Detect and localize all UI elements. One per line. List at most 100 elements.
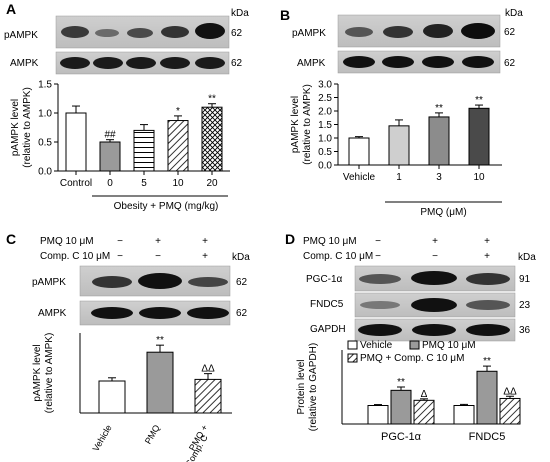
significance-label: ** [475, 95, 483, 106]
significance-label: ** [156, 335, 164, 346]
bar [390, 389, 412, 425]
x-tick-label: Vehicle [91, 423, 114, 453]
bar [413, 399, 435, 425]
x-tick-label: Control [60, 178, 92, 189]
y-tick-label: 2.0 [318, 107, 332, 118]
treatment-d-row1-mark3: + [484, 236, 490, 247]
band [92, 276, 132, 288]
significance-label: * [176, 106, 180, 117]
blot-b: kDa pAMPK 62 AMPK 62 [292, 8, 523, 74]
bar [367, 405, 389, 425]
x-group-label: PMQ (μM) [420, 207, 466, 218]
legend-label: Vehicle [360, 340, 393, 351]
significance-label: ** [208, 94, 216, 105]
significance-label: ** [483, 356, 491, 367]
band [466, 300, 510, 310]
treatment-c-row1-mark2: + [155, 236, 161, 247]
panel-letter-b: B [280, 7, 290, 23]
x-tick-label: Vehicle [343, 172, 376, 183]
blot-c-kda-label: kDa [232, 252, 250, 263]
band [462, 56, 494, 68]
blot-c-kda-ampk: 62 [236, 308, 248, 319]
treatment-table-c: PMQ 10 μM − + + Comp. C 10 μM − − + [40, 236, 208, 262]
x-tick-label: FNDC5 [469, 431, 506, 443]
significance-label: ** [435, 103, 443, 114]
panel-letter-d: D [285, 231, 295, 247]
bar [499, 397, 521, 425]
band [345, 27, 373, 37]
band [358, 324, 402, 336]
blot-a-kda-pampk: 62 [231, 28, 243, 39]
band [61, 26, 89, 38]
band [383, 26, 413, 38]
treatment-d-row2-mark1: − [375, 251, 381, 262]
x-tick-label: 20 [206, 178, 218, 189]
bar [133, 129, 155, 172]
bar [468, 107, 490, 166]
y-axis-label: (relative to GAPDH) [308, 343, 319, 431]
blot-d-kda-label: kDa [518, 252, 536, 263]
chart-d: Protein level (relative to GAPDH) ** Δ PGC-1… [296, 340, 521, 443]
blot-d-kda-fndc5: 23 [519, 300, 531, 311]
band [93, 57, 123, 69]
panel-letter-c: C [6, 231, 16, 247]
blot-b-kda-pampk: 62 [504, 27, 516, 38]
band [95, 29, 119, 37]
blot-c-kda-pampk: 62 [236, 277, 248, 288]
chart-c: pAMPK level (relative to AMPK) Vehicle ** PM… [32, 333, 232, 462]
bar [194, 378, 222, 414]
blot-d-kda-gapdh: 36 [519, 325, 531, 336]
chart-a: pAMPK level (relative to AMPK) 0.0 0.5 1.0 1.… [10, 80, 230, 212]
band [195, 23, 225, 39]
band [359, 274, 401, 284]
band [195, 57, 225, 69]
bar [348, 137, 370, 166]
y-tick-label: 0.5 [318, 147, 332, 158]
blot-a-kda-ampk: 62 [231, 58, 243, 69]
band [360, 301, 400, 309]
band [466, 324, 510, 336]
x-tick-label: 0 [107, 178, 113, 189]
bar [98, 380, 126, 414]
blot-d-kda-pgc1a: 91 [519, 274, 531, 285]
blot-c-label-pampk: pAMPK [32, 277, 66, 288]
y-tick-label: 1.5 [38, 80, 52, 91]
treatment-c-row2-mark3: + [202, 251, 208, 262]
y-axis-label: pAMPK level [32, 344, 43, 401]
band [461, 23, 495, 39]
x-tick-label: PMQ [143, 423, 162, 446]
band [126, 57, 156, 69]
y-tick-label: 1.5 [318, 120, 332, 131]
legend-swatch [347, 340, 358, 350]
significance-label: ΔΔ [503, 386, 517, 397]
x-tick-label: 10 [172, 178, 184, 189]
bar [146, 351, 174, 414]
x-tick-label: 5 [141, 178, 147, 189]
treatment-d-row2-mark3: + [484, 251, 490, 262]
treatment-d-row1-label: PMQ 10 μM [303, 236, 357, 247]
treatment-c-row2-mark1: − [117, 251, 123, 262]
legend-swatch [409, 340, 420, 350]
x-tick-label: 1 [396, 172, 402, 183]
treatment-d-row1-mark2: + [432, 236, 438, 247]
blot-a-label-ampk: AMPK [10, 58, 39, 69]
band [412, 324, 456, 336]
legend-swatch [347, 353, 358, 363]
blot-a-label-pampk: pAMPK [4, 30, 38, 41]
band [161, 26, 189, 38]
band [139, 307, 181, 319]
bar [65, 112, 87, 172]
y-tick-label: 0.5 [38, 138, 52, 149]
blot-a: kDa pAMPK 62 AMPK 62 [4, 8, 249, 75]
panel-letter-a: A [6, 1, 16, 17]
blot-d-label-fndc5: FNDC5 [310, 299, 344, 310]
band [127, 28, 153, 38]
significance-label: ** [397, 377, 405, 388]
treatment-c-row2-mark2: − [155, 251, 161, 262]
band [138, 273, 182, 289]
y-tick-label: 2.5 [318, 93, 332, 104]
bar [428, 116, 450, 166]
legend-label: PMQ + Comp. C 10 μM [360, 353, 464, 364]
y-tick-label: 0.0 [318, 161, 332, 172]
